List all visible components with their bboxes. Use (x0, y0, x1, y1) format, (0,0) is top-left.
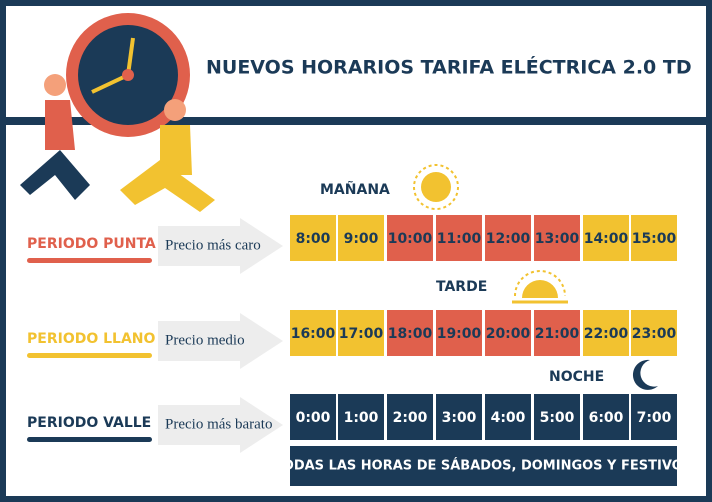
period-note: Precio medio (165, 332, 245, 348)
hour-cell (290, 215, 336, 261)
hour-label: 5:00 (540, 410, 575, 426)
hour-label: 14:00 (584, 231, 629, 247)
hour-label: 19:00 (437, 326, 482, 342)
hour-cell (485, 310, 531, 356)
hour-label: 20:00 (486, 326, 531, 342)
period-underline (27, 353, 152, 358)
hour-cell (338, 215, 384, 261)
hour-cell (338, 310, 384, 356)
hour-label: 0:00 (296, 410, 331, 426)
hour-label: 16:00 (291, 326, 336, 342)
hour-cell (387, 394, 433, 440)
clock-illustration (20, 13, 215, 212)
hour-cell (534, 215, 580, 261)
hour-cell (436, 310, 482, 356)
arrow (158, 397, 283, 453)
hour-cell (534, 394, 580, 440)
hour-label: 15:00 (632, 231, 677, 247)
hour-label: 6:00 (589, 410, 624, 426)
hour-label: 4:00 (491, 410, 526, 426)
section-label: MAÑANA (320, 181, 390, 198)
hour-label: 3:00 (442, 410, 477, 426)
period-underline (27, 258, 152, 263)
section-label: NOCHE (549, 369, 604, 385)
hour-cell (338, 394, 384, 440)
hour-label: 2:00 (393, 410, 428, 426)
period-name: PERIODO PUNTA (27, 236, 156, 252)
period-name: PERIODO LLANO (27, 331, 156, 347)
hour-cell (485, 215, 531, 261)
hour-cell (485, 394, 531, 440)
hour-label: 8:00 (296, 231, 331, 247)
footer-text: TODAS LAS HORAS DE SÁBADOS, DOMINGOS Y F… (274, 458, 692, 474)
hour-label: 1:00 (344, 410, 379, 426)
hour-cell (436, 394, 482, 440)
hour-label: 23:00 (632, 326, 677, 342)
hour-cell (583, 215, 629, 261)
period-underline (27, 437, 152, 442)
footer-bar (290, 446, 677, 486)
hour-label: 13:00 (535, 231, 580, 247)
hour-label: 21:00 (535, 326, 580, 342)
hour-cell (290, 310, 336, 356)
hour-label: 22:00 (584, 326, 629, 342)
hour-label: 18:00 (388, 326, 433, 342)
section-label: TARDE (436, 279, 487, 295)
hour-cell (631, 310, 677, 356)
hour-cell (534, 310, 580, 356)
hour-label: 10:00 (388, 231, 433, 247)
period-note: Precio más barato (165, 416, 272, 432)
hour-cell (436, 215, 482, 261)
hour-cell (290, 394, 336, 440)
hour-cell (387, 310, 433, 356)
hour-cell (631, 215, 677, 261)
period-name: PERIODO VALLE (27, 415, 151, 431)
moon-icon (632, 359, 658, 390)
hour-cell (631, 394, 677, 440)
hour-label: 11:00 (437, 231, 482, 247)
hour-label: 12:00 (486, 231, 531, 247)
hour-cell (583, 310, 629, 356)
arrow (158, 218, 283, 274)
hour-label: 17:00 (339, 326, 384, 342)
divider (3, 117, 709, 125)
hour-label: 7:00 (637, 410, 672, 426)
title: NUEVOS HORARIOS TARIFA ELÉCTRICA 2.0 TD (206, 56, 692, 79)
hour-label: 9:00 (344, 231, 379, 247)
arrow (158, 313, 283, 369)
sunset-icon (512, 270, 568, 304)
sun-icon (413, 164, 459, 210)
hour-cell (583, 394, 629, 440)
period-note: Precio más caro (165, 237, 261, 253)
hour-cell (387, 215, 433, 261)
